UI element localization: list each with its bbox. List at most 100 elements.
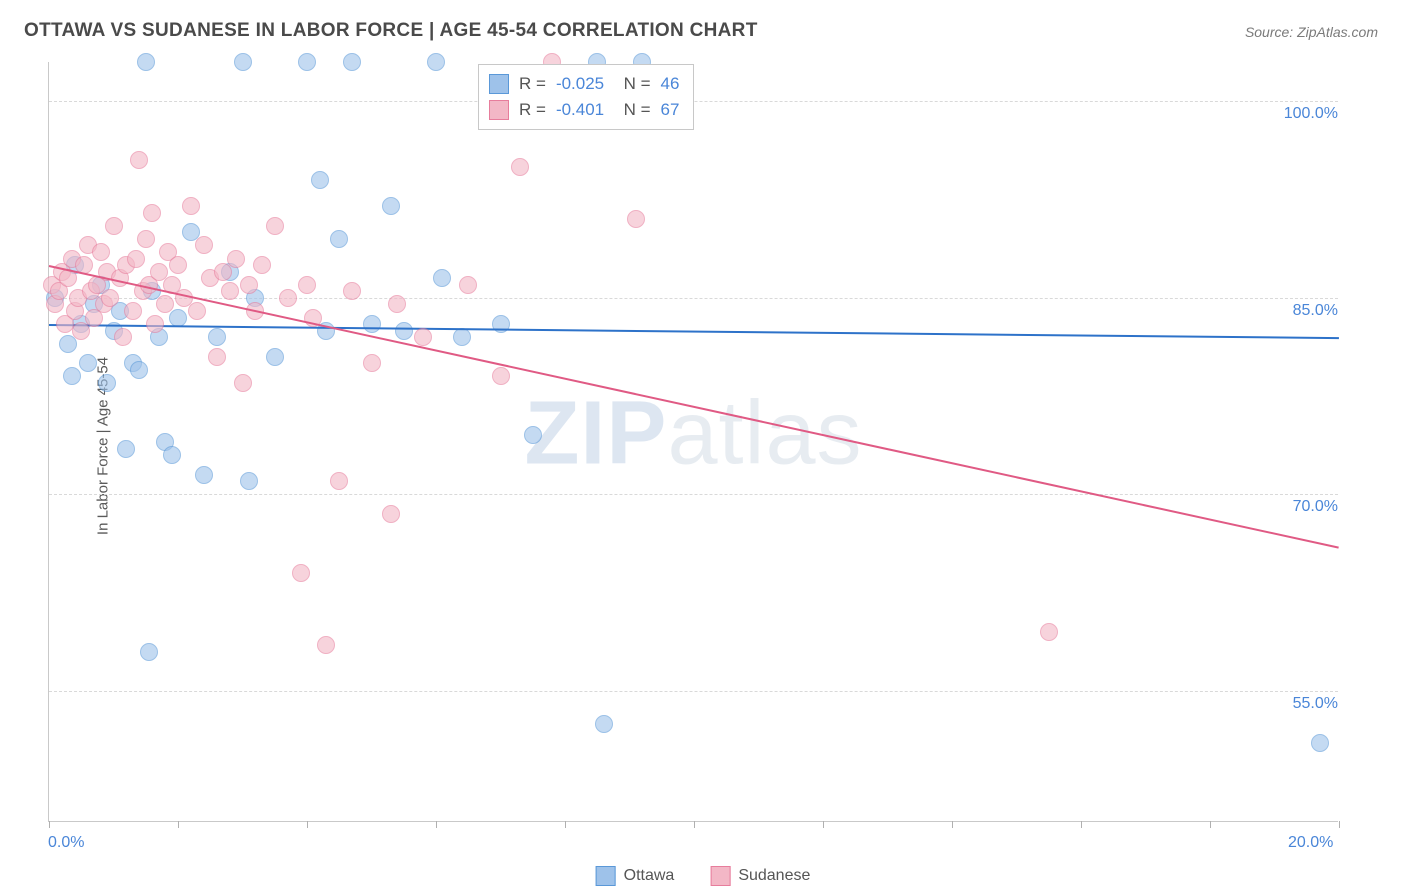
- data-point: [627, 210, 645, 228]
- x-tick: [307, 821, 308, 828]
- data-point: [279, 289, 297, 307]
- data-point: [427, 53, 445, 71]
- x-tick: [694, 821, 695, 828]
- data-point: [169, 256, 187, 274]
- data-point: [182, 197, 200, 215]
- data-point: [266, 348, 284, 366]
- n-label: N =: [614, 74, 650, 94]
- x-tick: [1339, 821, 1340, 828]
- data-point: [114, 328, 132, 346]
- sudanese-swatch-icon: [710, 866, 730, 886]
- series-legend: Ottawa Sudanese: [596, 866, 811, 886]
- data-point: [234, 374, 252, 392]
- data-point: [63, 367, 81, 385]
- x-tick: [1210, 821, 1211, 828]
- data-point: [124, 302, 142, 320]
- r-label: R =: [519, 100, 546, 120]
- data-point: [343, 282, 361, 300]
- x-tick-label: 0.0%: [48, 834, 84, 852]
- data-point: [208, 348, 226, 366]
- legend-item-sudanese: Sudanese: [710, 866, 810, 886]
- data-point: [234, 53, 252, 71]
- x-tick: [436, 821, 437, 828]
- correlation-legend: R = -0.025 N = 46 R = -0.401 N = 67: [478, 64, 694, 130]
- correlation-row-ottawa: R = -0.025 N = 46: [489, 71, 679, 97]
- x-tick: [823, 821, 824, 828]
- data-point: [92, 243, 110, 261]
- r-label: R =: [519, 74, 546, 94]
- data-point: [253, 256, 271, 274]
- data-point: [388, 295, 406, 313]
- data-point: [156, 295, 174, 313]
- data-point: [227, 250, 245, 268]
- correlation-row-sudanese: R = -0.401 N = 67: [489, 97, 679, 123]
- data-point: [298, 53, 316, 71]
- data-point: [492, 367, 510, 385]
- data-point: [98, 374, 116, 392]
- watermark-zip: ZIP: [524, 383, 667, 483]
- data-point: [143, 204, 161, 222]
- data-point: [240, 276, 258, 294]
- y-tick-label: 100.0%: [1268, 105, 1338, 123]
- legend-label-sudanese: Sudanese: [738, 867, 810, 885]
- legend-item-ottawa: Ottawa: [596, 866, 675, 886]
- sudanese-r-value: -0.401: [556, 100, 604, 120]
- data-point: [140, 643, 158, 661]
- data-point: [130, 361, 148, 379]
- data-point: [137, 53, 155, 71]
- data-point: [195, 236, 213, 254]
- x-tick: [49, 821, 50, 828]
- watermark-atlas: atlas: [667, 383, 862, 483]
- data-point: [595, 715, 613, 733]
- sudanese-swatch: [489, 100, 509, 120]
- x-tick: [565, 821, 566, 828]
- data-point: [433, 269, 451, 287]
- data-point: [266, 217, 284, 235]
- data-point: [188, 302, 206, 320]
- data-point: [208, 328, 226, 346]
- gridline: [49, 494, 1338, 495]
- data-point: [130, 151, 148, 169]
- source-credit: Source: ZipAtlas.com: [1245, 24, 1378, 40]
- x-tick: [1081, 821, 1082, 828]
- legend-label-ottawa: Ottawa: [624, 867, 675, 885]
- data-point: [382, 505, 400, 523]
- data-point: [395, 322, 413, 340]
- data-point: [330, 472, 348, 490]
- ottawa-swatch-icon: [596, 866, 616, 886]
- trend-line: [49, 265, 1339, 549]
- data-point: [137, 230, 155, 248]
- ottawa-swatch: [489, 74, 509, 94]
- trend-line: [49, 324, 1339, 339]
- data-point: [1311, 734, 1329, 752]
- data-point: [292, 564, 310, 582]
- chart-title: OTTAWA VS SUDANESE IN LABOR FORCE | AGE …: [24, 20, 758, 42]
- data-point: [105, 217, 123, 235]
- data-point: [101, 289, 119, 307]
- x-tick: [178, 821, 179, 828]
- data-point: [127, 250, 145, 268]
- data-point: [524, 426, 542, 444]
- data-point: [79, 354, 97, 372]
- data-point: [330, 230, 348, 248]
- data-point: [163, 446, 181, 464]
- y-tick-label: 85.0%: [1268, 302, 1338, 320]
- data-point: [298, 276, 316, 294]
- x-tick: [952, 821, 953, 828]
- plot-area: ZIPatlas: [48, 62, 1338, 822]
- data-point: [343, 53, 361, 71]
- data-point: [459, 276, 477, 294]
- data-point: [169, 309, 187, 327]
- sudanese-n-value: 67: [661, 100, 680, 120]
- gridline: [49, 298, 1338, 299]
- data-point: [240, 472, 258, 490]
- data-point: [311, 171, 329, 189]
- y-tick-label: 55.0%: [1268, 695, 1338, 713]
- data-point: [414, 328, 432, 346]
- data-point: [117, 440, 135, 458]
- gridline: [49, 691, 1338, 692]
- data-point: [1040, 623, 1058, 641]
- data-point: [453, 328, 471, 346]
- data-point: [195, 466, 213, 484]
- ottawa-n-value: 46: [661, 74, 680, 94]
